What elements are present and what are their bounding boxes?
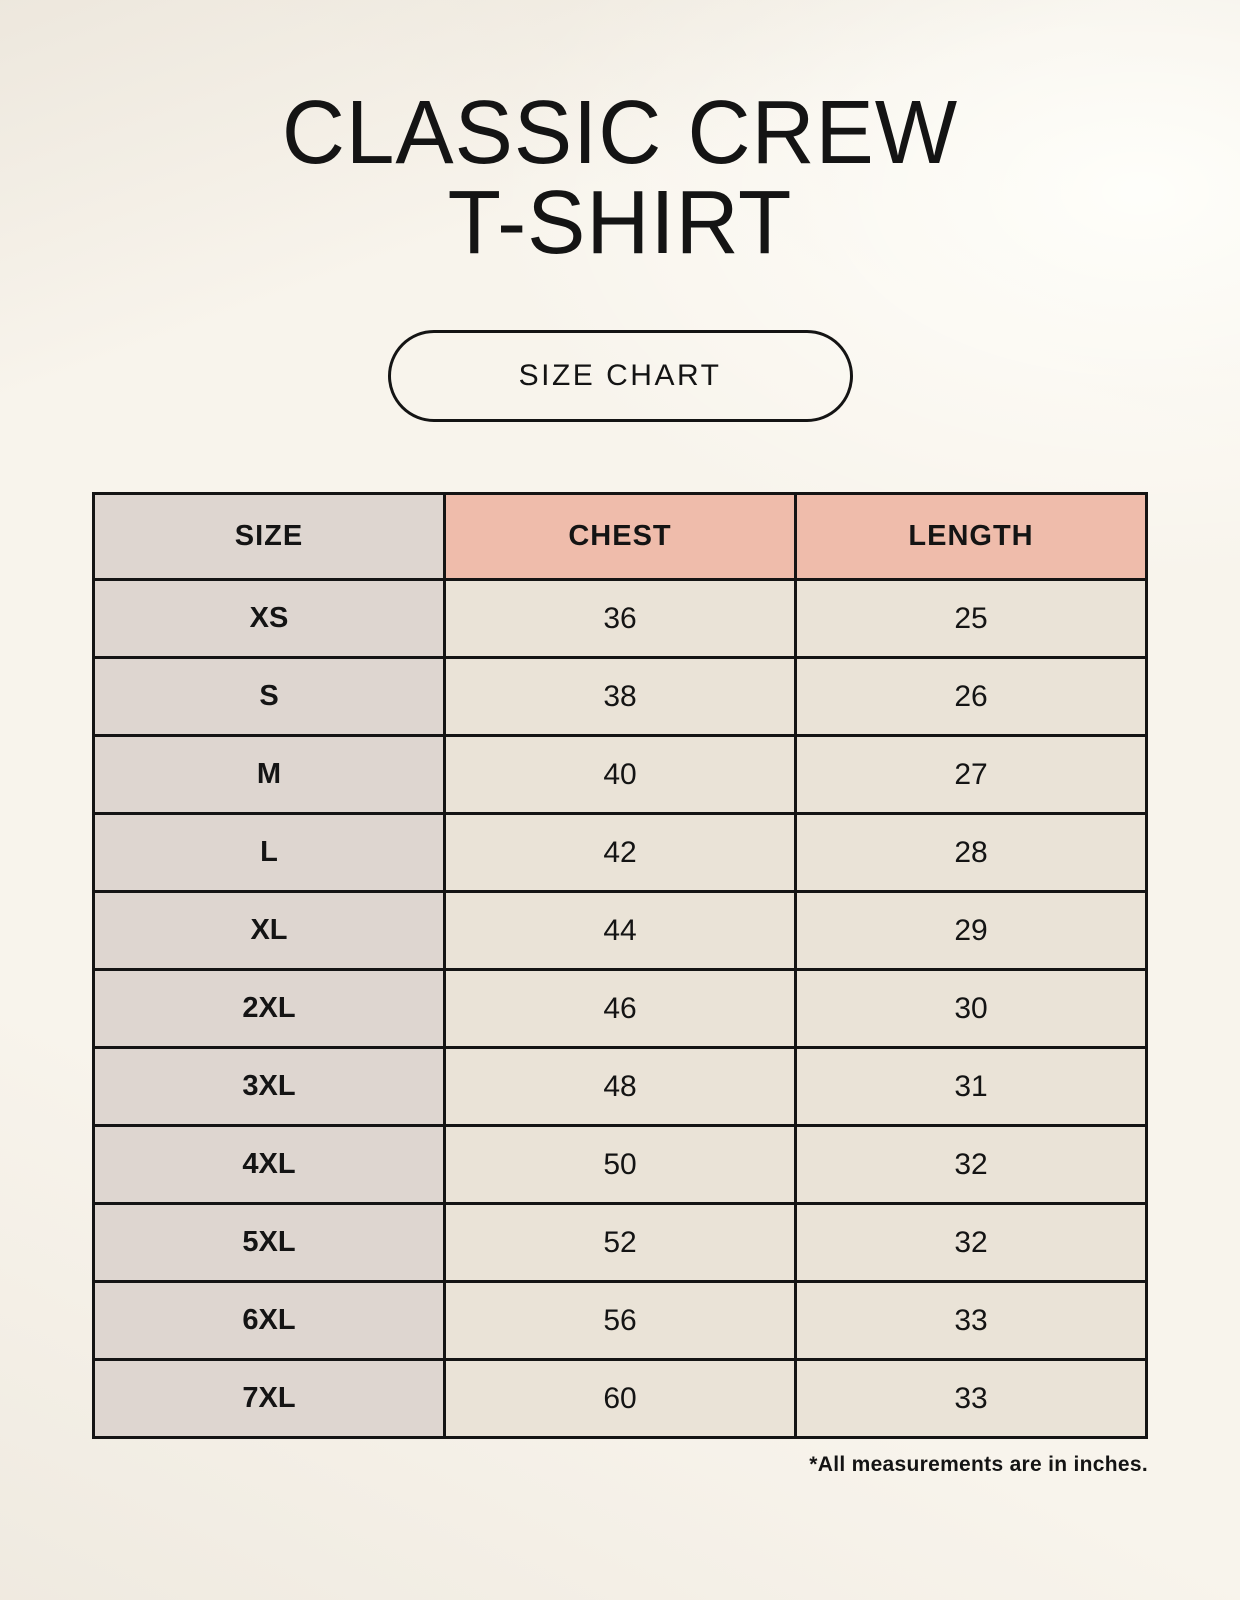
- table-row: 5XL 52 32: [92, 1202, 1148, 1283]
- column-header-size: SIZE: [92, 492, 446, 581]
- length-cell: 33: [794, 1280, 1148, 1361]
- size-table: SIZE CHEST LENGTH XS 36 25 S 38 26 M 40 27 L 42 28 X…: [92, 492, 1148, 1439]
- page-title-line-2: T-SHIRT: [447, 173, 793, 273]
- table-row: L 42 28: [92, 812, 1148, 893]
- measurement-footnote: *All measurements are in inches.: [809, 1453, 1148, 1476]
- chest-cell: 46: [443, 968, 797, 1049]
- table-row: 4XL 50 32: [92, 1124, 1148, 1205]
- table-row: S 38 26: [92, 656, 1148, 737]
- size-cell: 5XL: [92, 1202, 446, 1283]
- table-head: SIZE CHEST LENGTH: [92, 492, 1148, 581]
- chest-cell: 42: [443, 812, 797, 893]
- size-chart-button-container: SIZE CHART: [0, 330, 1240, 422]
- size-cell: L: [92, 812, 446, 893]
- table-row: 7XL 60 33: [92, 1358, 1148, 1439]
- chest-cell: 40: [443, 734, 797, 815]
- length-cell: 25: [794, 578, 1148, 659]
- table-row: 6XL 56 33: [92, 1280, 1148, 1361]
- page-title-line-1: CLASSIC CREW: [281, 83, 959, 183]
- size-cell: 2XL: [92, 968, 446, 1049]
- size-cell: XS: [92, 578, 446, 659]
- chest-cell: 38: [443, 656, 797, 737]
- length-cell: 31: [794, 1046, 1148, 1127]
- chest-cell: 56: [443, 1280, 797, 1361]
- chest-cell: 36: [443, 578, 797, 659]
- length-cell: 30: [794, 968, 1148, 1049]
- table-row: M 40 27: [92, 734, 1148, 815]
- chest-cell: 44: [443, 890, 797, 971]
- length-cell: 32: [794, 1202, 1148, 1283]
- table-header-row: SIZE CHEST LENGTH: [92, 492, 1148, 581]
- chest-cell: 60: [443, 1358, 797, 1439]
- size-chart-button-label: SIZE CHART: [518, 359, 722, 392]
- length-cell: 33: [794, 1358, 1148, 1439]
- table-row: 2XL 46 30: [92, 968, 1148, 1049]
- length-cell: 27: [794, 734, 1148, 815]
- size-chart-button[interactable]: SIZE CHART: [387, 330, 853, 422]
- length-cell: 32: [794, 1124, 1148, 1205]
- size-table-container: SIZE CHEST LENGTH XS 36 25 S 38 26 M 40 27 L 42 28 X…: [92, 492, 1148, 1477]
- column-header-length: LENGTH: [794, 492, 1148, 581]
- table-body: XS 36 25 S 38 26 M 40 27 L 42 28 XL 44 29 2XL 46 30 3XL 48 3…: [92, 578, 1148, 1439]
- length-cell: 29: [794, 890, 1148, 971]
- table-row: XS 36 25: [92, 578, 1148, 659]
- size-cell: 3XL: [92, 1046, 446, 1127]
- size-cell: 7XL: [92, 1358, 446, 1439]
- table-row: XL 44 29: [92, 890, 1148, 971]
- size-cell: S: [92, 656, 446, 737]
- page-title: CLASSIC CREW T-SHIRT: [0, 88, 1240, 268]
- length-cell: 28: [794, 812, 1148, 893]
- size-cell: 4XL: [92, 1124, 446, 1205]
- chest-cell: 48: [443, 1046, 797, 1127]
- column-header-chest: CHEST: [443, 492, 797, 581]
- chest-cell: 50: [443, 1124, 797, 1205]
- size-cell: XL: [92, 890, 446, 971]
- size-cell: 6XL: [92, 1280, 446, 1361]
- chest-cell: 52: [443, 1202, 797, 1283]
- size-cell: M: [92, 734, 446, 815]
- table-row: 3XL 48 31: [92, 1046, 1148, 1127]
- length-cell: 26: [794, 656, 1148, 737]
